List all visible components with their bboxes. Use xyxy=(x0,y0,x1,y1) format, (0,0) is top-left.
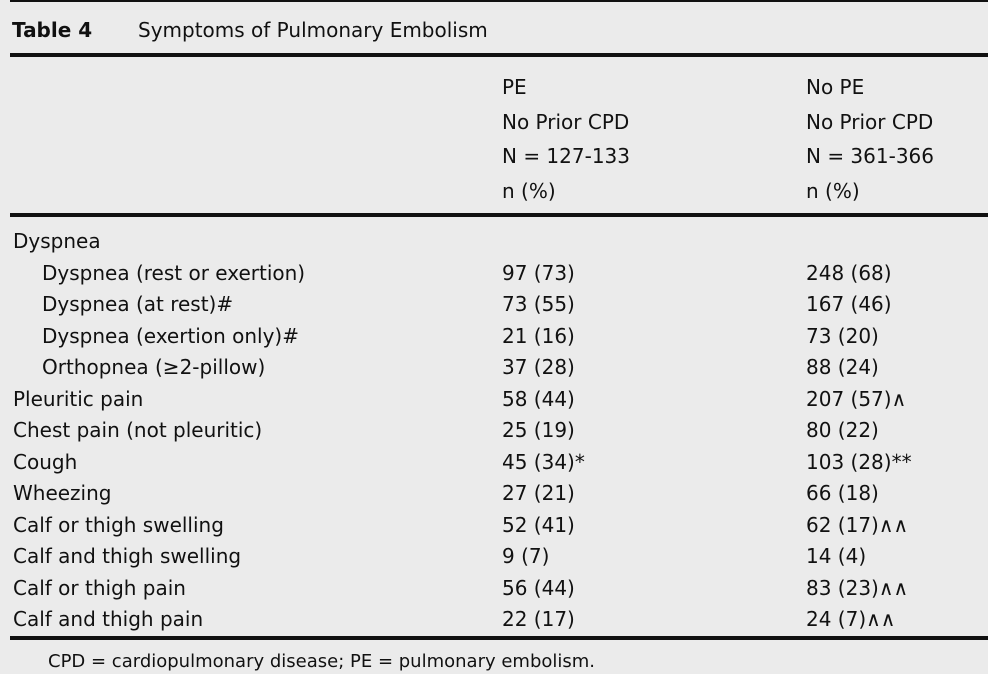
cell: 37 (28) xyxy=(502,355,575,379)
cell: 21 (16) xyxy=(502,323,575,348)
cell: 25 (19) xyxy=(502,418,575,442)
sub-row-label: Orthopnea (≥2-pillow) xyxy=(42,355,266,379)
cell: 14 (4) xyxy=(806,544,867,568)
cell: 66 (18) xyxy=(806,481,879,505)
table-title: Symptoms of Pulmonary Embolism xyxy=(138,18,488,42)
row-label: Wheezing xyxy=(13,481,112,505)
cell: 73 (20) xyxy=(806,323,879,348)
cell: 103 (28)** xyxy=(806,449,912,474)
column-header: PE xyxy=(502,75,527,99)
cell: 9 (7) xyxy=(502,544,550,568)
cell: 45 (34)* xyxy=(502,449,585,474)
row-label: Pleuritic pain xyxy=(13,386,144,411)
cell: 167 (46) xyxy=(806,292,892,316)
sub-row-label: Dyspnea (at rest)# xyxy=(42,292,234,316)
column-header: n (%) xyxy=(502,178,556,203)
row-label: Calf and thigh swelling xyxy=(13,544,242,568)
row-label: Cough xyxy=(13,449,78,474)
row-label: Calf or thigh swelling xyxy=(13,512,224,537)
column-header: No Prior CPD xyxy=(502,109,630,134)
cell: 73 (55) xyxy=(502,292,575,316)
cell: 56 (44) xyxy=(502,575,575,600)
header-rule xyxy=(10,53,988,57)
cell: 22 (17) xyxy=(502,607,575,631)
cell: 83 (23)∧∧ xyxy=(806,575,909,600)
column-header: No PE xyxy=(806,75,865,99)
footnote: CPD = cardiopulmonary disease; PE = pulm… xyxy=(48,651,596,672)
cell: 207 (57)∧ xyxy=(806,386,907,411)
column-header: N = 361-366 xyxy=(806,144,934,168)
cell: 88 (24) xyxy=(806,355,879,379)
cell: 62 (17)∧∧ xyxy=(806,512,909,537)
cell: 24 (7)∧∧ xyxy=(806,607,896,631)
sub-row-label: Dyspnea (rest or exertion) xyxy=(42,260,306,285)
column-header: n (%) xyxy=(806,178,860,203)
column-header: N = 127-133 xyxy=(502,144,630,168)
cell: 52 (41) xyxy=(502,512,575,537)
top-rule xyxy=(10,0,988,2)
cell: 97 (73) xyxy=(502,260,575,285)
cell: 27 (21) xyxy=(502,481,575,505)
cell: 248 (68) xyxy=(806,260,892,285)
cell: 58 (44) xyxy=(502,386,575,411)
table-label: Table 4 xyxy=(12,18,93,42)
row-label: Calf or thigh pain xyxy=(13,575,186,600)
body-rule xyxy=(10,213,988,217)
row-label: Dyspnea xyxy=(13,229,101,253)
row-label: Calf and thigh pain xyxy=(13,607,204,631)
cell: 80 (22) xyxy=(806,418,879,442)
sub-row-label: Dyspnea (exertion only)# xyxy=(42,323,299,348)
column-header: No Prior CPD xyxy=(806,109,934,134)
page: Table 4 Symptoms of Pulmonary Embolism C… xyxy=(10,0,988,672)
row-label: Chest pain (not pleuritic) xyxy=(13,418,263,442)
bottom-rule xyxy=(10,636,988,640)
